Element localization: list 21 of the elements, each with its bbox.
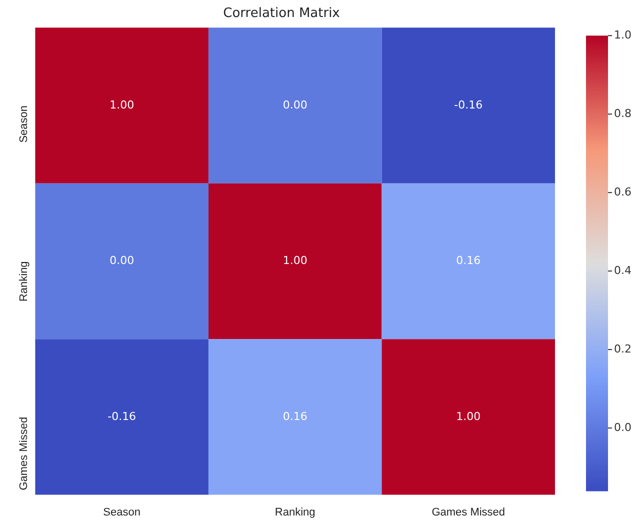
y-tick-label: Ranking xyxy=(18,261,30,302)
color-bar-label: 1.0 xyxy=(614,28,632,42)
data-label: 1.00 xyxy=(456,410,481,423)
data-label: -0.16 xyxy=(108,410,136,423)
x-tick-label: Season xyxy=(103,506,140,518)
color-bar-label: 0.4 xyxy=(614,264,632,277)
x-tick-label: Ranking xyxy=(274,506,316,518)
y-tick-label: Season xyxy=(18,105,30,143)
data-label: 0.00 xyxy=(110,254,134,268)
data-label: 0.00 xyxy=(282,98,308,112)
data-label: 0.16 xyxy=(456,254,481,268)
data-label: 0.16 xyxy=(282,410,308,423)
data-label: 1.00 xyxy=(282,254,308,268)
color-bar-label: 0.6 xyxy=(614,185,632,198)
color-bar-label: 0.8 xyxy=(614,106,632,120)
data-label: 1.00 xyxy=(110,98,134,112)
x-tick-label: Games Missed xyxy=(432,506,506,518)
color-bar-label: 0.2 xyxy=(614,342,632,356)
color-bar-label: 0.0 xyxy=(614,420,632,434)
chart-title: Correlation Matrix xyxy=(223,6,340,22)
data-label: -0.16 xyxy=(454,98,483,112)
